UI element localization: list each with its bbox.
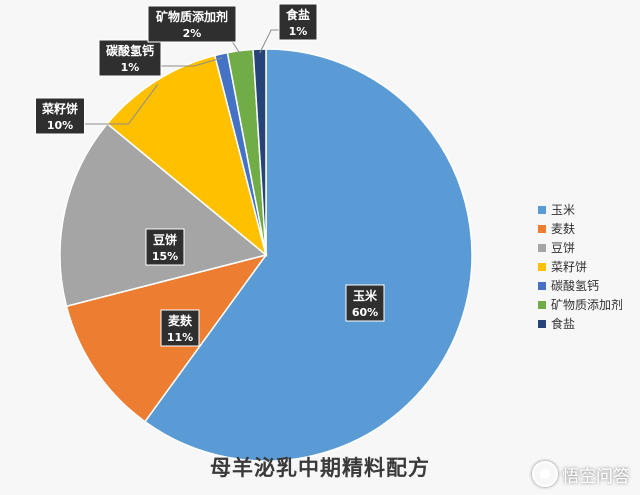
label-name-slice-1: 玉米 xyxy=(353,288,378,303)
legend-label: 碳酸氢钙 xyxy=(551,279,600,293)
pie-slice-1 xyxy=(143,48,473,462)
data-label-slice-3: 豆饼 15% xyxy=(145,228,185,266)
leader-line-slice-5 xyxy=(161,57,223,67)
data-label-slice-7: 食盐 1% xyxy=(278,3,318,41)
label-name-slice-3: 豆饼 xyxy=(153,232,177,247)
legend-item-slice-7: 食盐 xyxy=(538,314,623,333)
data-label-slice-6: 矿物质添加剂 2% xyxy=(147,5,237,43)
legend-swatch xyxy=(538,262,546,271)
label-value-slice-6: 2% xyxy=(183,27,202,40)
legend-label: 菜籽饼 xyxy=(551,260,588,274)
legend-label: 麦麸 xyxy=(551,222,576,236)
legend-swatch xyxy=(538,224,546,233)
legend: 玉米麦麸豆饼菜籽饼碳酸氢钙矿物质添加剂 食盐 xyxy=(538,200,623,333)
legend-label: 矿物质添加剂 xyxy=(551,298,624,312)
pie-slice-4 xyxy=(106,54,268,258)
label-value-slice-4: 10% xyxy=(47,119,73,132)
label-name-slice-7: 食盐 xyxy=(285,7,310,22)
watermark: 悟空问答 xyxy=(532,461,630,487)
legend-label: 玉米 xyxy=(551,203,576,217)
label-value-slice-5: 1% xyxy=(121,61,140,74)
label-name-slice-4: 菜籽饼 xyxy=(41,101,78,116)
legend-label: 食盐 xyxy=(551,317,576,331)
legend-swatch xyxy=(538,205,546,214)
label-value-slice-7: 1% xyxy=(289,25,308,38)
label-value-slice-2: 11% xyxy=(167,331,193,344)
legend-swatch xyxy=(538,319,546,328)
data-label-slice-2: 麦麸 11% xyxy=(160,309,200,347)
leader-line-slice-4 xyxy=(84,84,159,125)
legend-swatch xyxy=(538,281,546,290)
legend-swatch xyxy=(538,243,546,252)
legend-item-slice-6: 矿物质添加剂 xyxy=(538,295,623,314)
data-label-slice-1: 玉米 60% xyxy=(345,284,385,322)
legend-item-slice-4: 菜籽饼 xyxy=(538,257,623,276)
legend-swatch xyxy=(538,300,546,309)
wukong-logo-icon xyxy=(532,461,558,487)
legend-item-slice-3: 豆饼 xyxy=(538,238,623,257)
label-value-slice-1: 60% xyxy=(352,306,378,319)
pie-slice-7 xyxy=(252,48,267,256)
label-name-slice-5: 碳酸氢钙 xyxy=(106,43,154,58)
chart-title: 母羊泌乳中期精料配方 xyxy=(210,455,430,480)
label-name-slice-6: 矿物质添加剂 xyxy=(156,9,228,24)
legend-item-slice-5: 碳酸氢钙 xyxy=(538,276,623,295)
label-name-slice-2: 麦麸 xyxy=(168,313,193,328)
legend-item-slice-2: 麦麸 xyxy=(538,219,623,238)
legend-item-slice-1: 玉米 xyxy=(538,200,623,219)
watermark-text: 悟空问答 xyxy=(562,466,630,487)
data-label-slice-5: 碳酸氢钙 1% xyxy=(98,39,162,77)
legend-label: 豆饼 xyxy=(551,241,576,255)
pie-slice-3 xyxy=(59,122,268,308)
data-label-slice-4: 菜籽饼 10% xyxy=(35,97,85,135)
label-value-slice-3: 15% xyxy=(152,250,178,263)
